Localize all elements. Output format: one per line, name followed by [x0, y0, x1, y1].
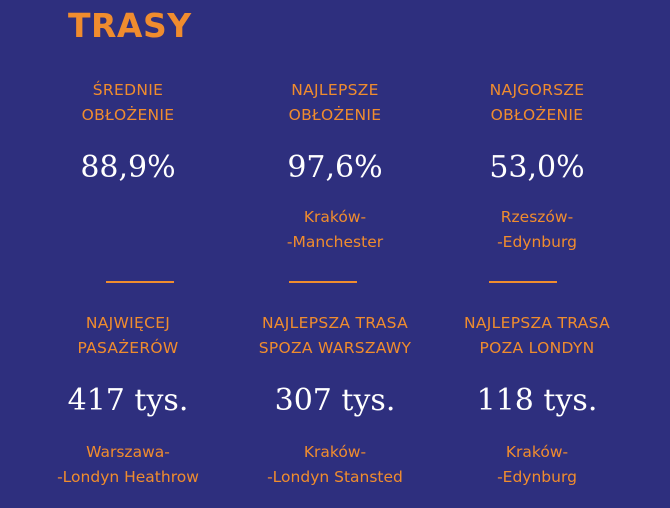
stat-route: Kraków-	[303, 443, 367, 461]
divider	[106, 281, 174, 283]
page-title: TRASY	[68, 6, 192, 45]
stat-best-occupancy: NAJLEPSZE OBŁOŻENIE 97,6% Kraków- -Manch…	[230, 78, 440, 255]
stat-label: NAJLEPSZA TRASA	[262, 314, 408, 332]
stat-label: PASAŻERÓW	[77, 339, 179, 357]
stat-label: OBŁOŻENIE	[490, 106, 584, 124]
stat-route: Kraków-	[303, 208, 367, 226]
stat-label: SPOZA WARSZAWY	[258, 339, 412, 357]
stat-label: NAJLEPSZE	[291, 81, 379, 99]
stat-label: ŚREDNIE	[92, 81, 164, 99]
stat-value: 417 tys.	[67, 383, 189, 418]
stat-route: -Edynburg	[497, 233, 577, 251]
stat-value: 97,6%	[287, 150, 383, 185]
stat-most-passengers: NAJWIĘCEJ PASAŻERÓW 417 tys. Warszawa- -…	[23, 311, 233, 490]
stat-value: 118 tys.	[476, 383, 598, 418]
stat-average-occupancy: ŚREDNIE OBŁOŻENIE 88,9%	[23, 78, 233, 185]
divider	[289, 281, 357, 283]
stat-label: OBŁOŻENIE	[288, 106, 382, 124]
stat-value: 307 tys.	[274, 383, 396, 418]
stat-label: NAJLEPSZA TRASA	[464, 314, 610, 332]
stat-value: 88,9%	[80, 150, 176, 185]
stat-value: 53,0%	[489, 150, 585, 185]
stat-route: -Londyn Stansted	[267, 468, 403, 486]
stat-best-route-not-london: NAJLEPSZA TRASA POZA LONDYN 118 tys. Kra…	[432, 311, 642, 490]
stat-label: OBŁOŻENIE	[81, 106, 175, 124]
stat-label: POZA LONDYN	[479, 339, 595, 357]
stat-label: NAJWIĘCEJ	[85, 314, 171, 332]
stat-best-route-outside-warsaw: NAJLEPSZA TRASA SPOZA WARSZAWY 307 tys. …	[230, 311, 440, 490]
divider	[489, 281, 557, 283]
stat-label: NAJGORSZE	[489, 81, 585, 99]
stat-route: Rzeszów-	[500, 208, 574, 226]
stat-route: -Londyn Heathrow	[57, 468, 199, 486]
stat-route: -Edynburg	[497, 468, 577, 486]
stat-worst-occupancy: NAJGORSZE OBŁOŻENIE 53,0% Rzeszów- -Edyn…	[432, 78, 642, 255]
stat-route: Kraków-	[505, 443, 569, 461]
stat-route: Warszawa-	[86, 443, 170, 461]
stat-route: -Manchester	[286, 233, 384, 251]
